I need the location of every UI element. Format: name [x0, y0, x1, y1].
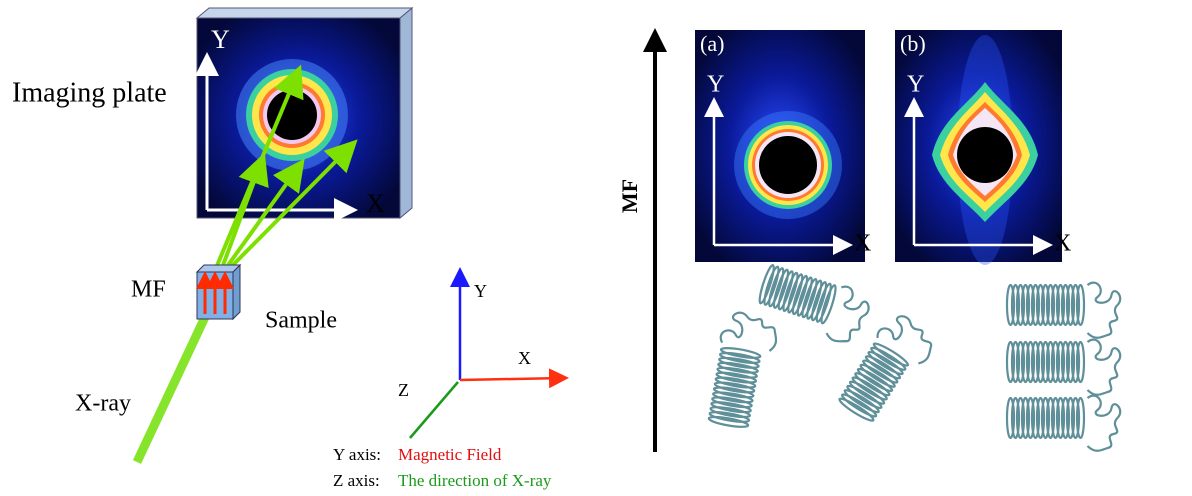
- coil-loop: [1088, 340, 1121, 395]
- diffraction-pattern: [695, 30, 865, 262]
- coil-loop: [1088, 283, 1121, 338]
- axis-y-label: Y: [474, 281, 487, 301]
- panel-x-label: X: [1054, 231, 1071, 257]
- coil: [1007, 396, 1120, 451]
- figure: Y X Imaging plate MF Sample X-ray Y X Z …: [0, 0, 1192, 496]
- plate-label: Imaging plate: [12, 77, 167, 108]
- coil: [836, 309, 940, 430]
- coil-turn: [1077, 342, 1084, 382]
- sample-field-label: MF: [131, 277, 166, 303]
- coil: [1007, 340, 1120, 395]
- coil-loop: [825, 285, 873, 348]
- coil-turn: [1077, 398, 1084, 438]
- legend-axis: Z axis:: [333, 471, 380, 490]
- coil: [706, 310, 780, 431]
- coil-loop: [1088, 396, 1121, 451]
- xray-beam: [137, 300, 213, 462]
- legend-meaning: The direction of X-ray: [398, 471, 552, 490]
- panel-y-label: Y: [907, 72, 924, 98]
- xray-label: X-ray: [75, 391, 131, 417]
- diffraction-pattern: [895, 30, 1062, 265]
- coil-loop: [720, 310, 780, 352]
- panel-label: (b): [900, 31, 926, 56]
- polymer-coils: [706, 262, 1120, 451]
- legend-axis: Y axis:: [333, 445, 381, 464]
- coil: [753, 262, 873, 348]
- sample-label: Sample: [265, 308, 337, 334]
- axis-z-label: Z: [398, 380, 409, 400]
- panel-x-label: X: [854, 231, 871, 257]
- coil-turn: [1077, 285, 1084, 325]
- mf-arrow-label: MF: [617, 179, 642, 213]
- plate-x-label: X: [366, 189, 385, 218]
- axis-x-label: X: [518, 348, 531, 368]
- sample-cube: [197, 265, 240, 319]
- panel-label: (a): [700, 31, 724, 56]
- legend-meaning: Magnetic Field: [398, 445, 502, 464]
- plate-y-label: Y: [211, 25, 230, 54]
- panel-y-label: Y: [707, 72, 724, 98]
- coil: [1007, 283, 1120, 338]
- coordinate-axes: [410, 272, 564, 438]
